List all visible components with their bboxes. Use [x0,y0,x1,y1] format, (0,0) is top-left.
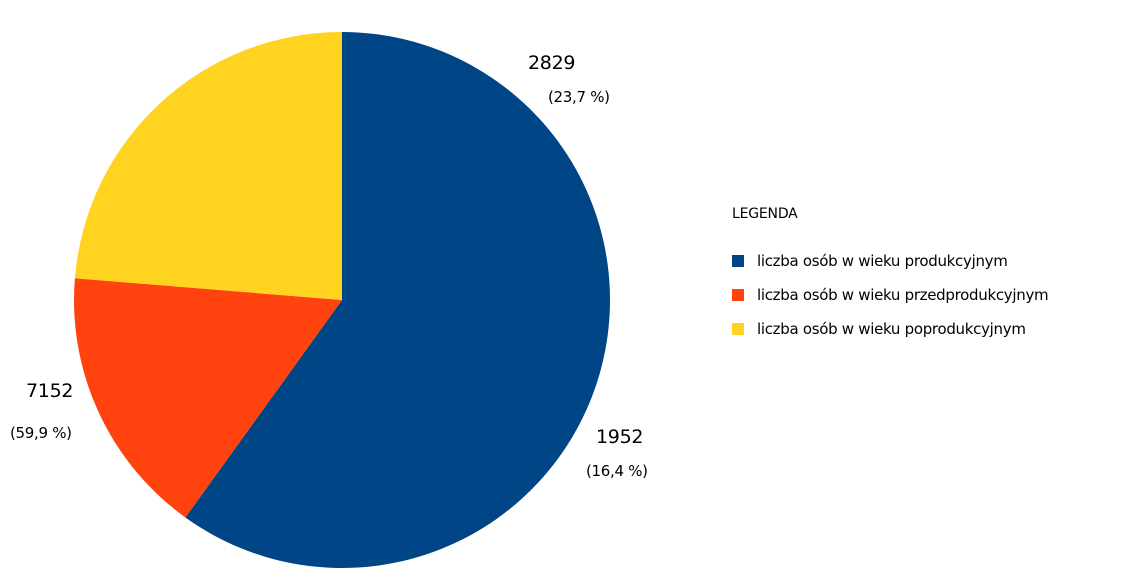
legend-swatch-poprodukcyjny [732,323,744,335]
pie-slice-produkcyjny [185,32,611,568]
legend-title: LEGENDA [732,206,798,222]
slice-value-label-produkcyjny: 7152 [26,380,74,402]
pie-slice-poprodukcyjny [74,32,342,300]
legend-swatch-produkcyjny [732,255,744,267]
legend-label-poprodukcyjny: liczba osób w wieku poprodukcyjnym [757,320,1026,338]
legend-item-produkcyjny: liczba osób w wieku produkcyjnym [732,244,1048,278]
slice-percent-label-produkcyjny: (59,9 %) [10,424,72,442]
legend-item-przedprodukcyjny: liczba osób w wieku przedprodukcyjnym [732,278,1049,312]
slice-percent-label-poprodukcyjny: (23,7 %) [548,88,610,106]
chart-legend: LEGENDA liczba osób w wieku produkcyjnym… [732,206,1049,346]
legend-swatch-przedprodukcyjny [732,289,744,301]
legend-label-przedprodukcyjny: liczba osób w wieku przedprodukcyjnym [757,286,1049,304]
pie-slice-przedprodukcyjny [73,278,342,518]
legend-item-poprodukcyjny: liczba osób w wieku poprodukcyjnym [732,312,1048,346]
slice-value-label-przedprodukcyjny: 1952 [596,426,644,448]
slice-percent-label-przedprodukcyjny: (16,4 %) [586,462,648,480]
slice-value-label-poprodukcyjny: 2829 [528,52,576,74]
legend-label-produkcyjny: liczba osób w wieku produkcyjnym [757,252,1008,270]
